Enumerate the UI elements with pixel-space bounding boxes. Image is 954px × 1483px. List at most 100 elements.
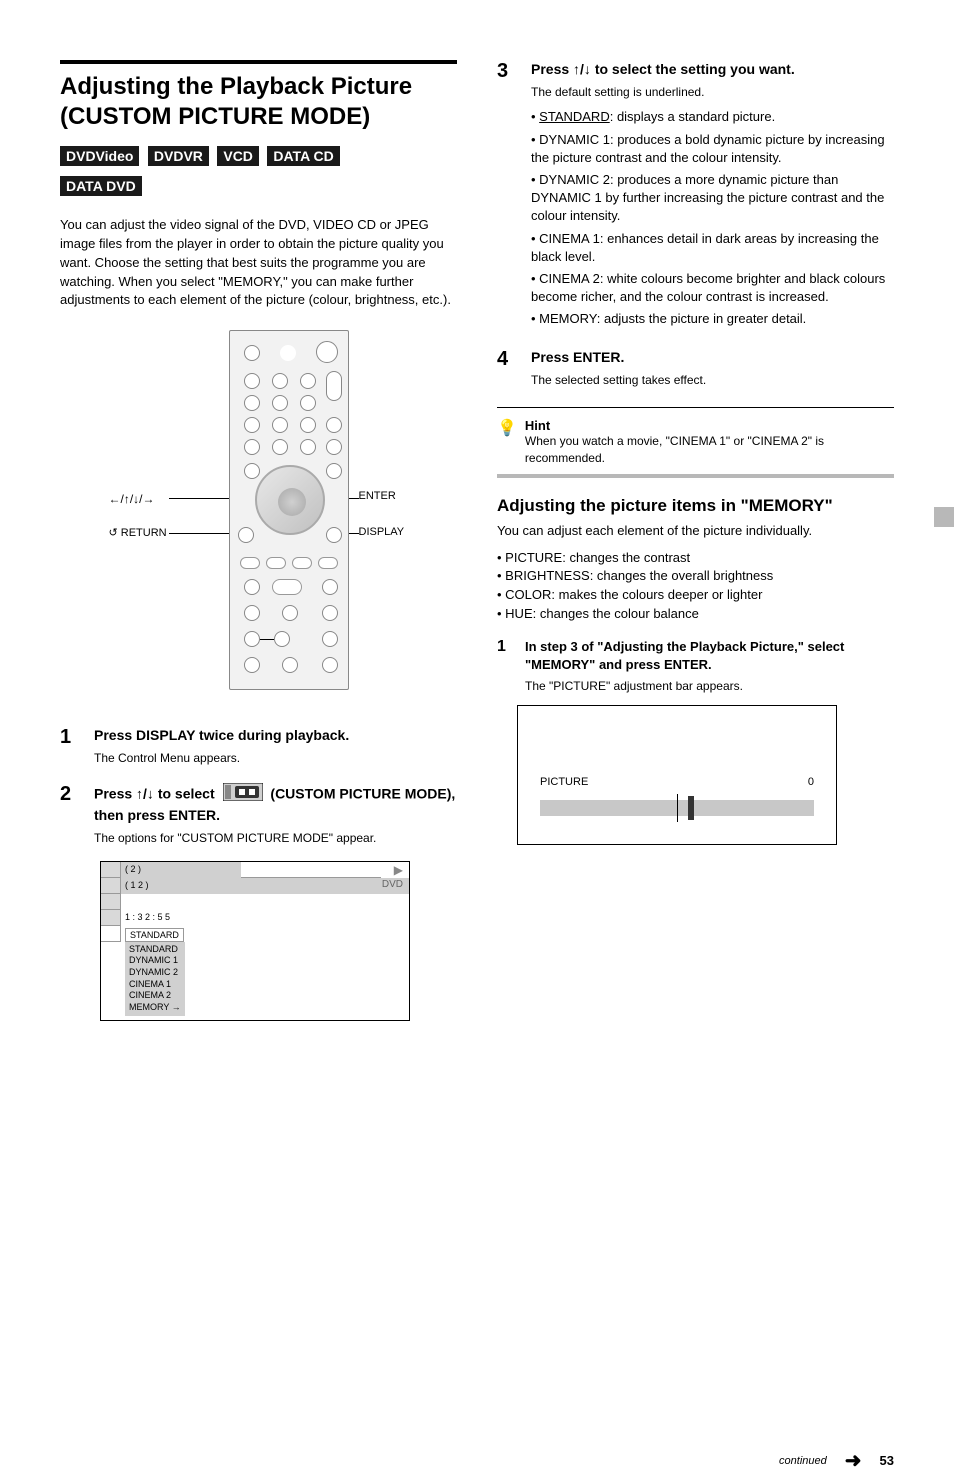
- menu-play-icon: ▶: [394, 863, 403, 877]
- divider: [497, 407, 894, 408]
- bar-marker: [688, 796, 694, 820]
- remote-btn: [322, 657, 338, 673]
- bullet-desc: : displays a standard picture.: [610, 109, 775, 124]
- adjustment-bar-figure: PICTURE 0: [517, 705, 837, 845]
- control-menu-figure: ▶ DVD ( 2 ) ( 1 2 ) 1 : 3 2 : 5 5 STANDA…: [100, 861, 410, 1021]
- menu-icon-cell: [101, 926, 121, 942]
- bullet-item: • MEMORY: adjusts the picture in greater…: [531, 310, 894, 328]
- remote-btn: [244, 631, 260, 647]
- step-1-text: Press DISPLAY twice during playback.: [94, 727, 349, 743]
- memory-step-1-content: In step 3 of "Adjusting the Playback Pic…: [525, 638, 894, 695]
- remote-btn: [244, 439, 260, 455]
- arrows-label: ←/↑/↓/→: [109, 492, 155, 506]
- page-number: 53: [880, 1453, 894, 1468]
- remote-num-3: [300, 373, 316, 389]
- remote-btn: [322, 631, 338, 647]
- label-datadvd: DATA DVD: [60, 176, 142, 196]
- adjust-item: • HUE: changes the colour balance: [497, 605, 894, 624]
- adjust-name: COLOR: [505, 587, 551, 602]
- side-tab-marker: [934, 507, 954, 527]
- remote-volume: [326, 371, 342, 401]
- step-4-content: Press ENTER. The selected setting takes …: [531, 348, 894, 388]
- adjust-desc: : changes the colour balance: [533, 606, 699, 621]
- remote-line: [260, 639, 274, 640]
- label-dvdvr: DVDVR: [148, 146, 209, 166]
- bullet-name: DYNAMIC 1: [539, 132, 610, 147]
- menu-row-1-right: [241, 862, 381, 878]
- return-label: ↺ RETURN: [109, 526, 167, 539]
- menu-option: DYNAMIC 2: [129, 967, 181, 979]
- section-heading: Adjusting the Playback Picture (CUSTOM P…: [60, 60, 457, 132]
- menu-options-list: STANDARD DYNAMIC 1 DYNAMIC 2 CINEMA 1 CI…: [125, 942, 185, 1016]
- menu-dvd-badge: DVD: [382, 879, 403, 890]
- hint-body: Hint When you watch a movie, "CINEMA 1" …: [525, 418, 894, 467]
- adjust-heading: Adjusting the picture items in "MEMORY": [497, 496, 894, 516]
- bullet-item: • STANDARD: displays a standard picture.: [531, 108, 894, 126]
- hint-label: Hint: [525, 418, 894, 433]
- menu-icon-cell: [101, 910, 121, 926]
- step-2-note: The options for "CUSTOM PICTURE MODE" ap…: [94, 830, 457, 847]
- memory-step-1-number: 1: [497, 638, 515, 695]
- remote-power-icon: [316, 341, 338, 363]
- remote-rew-icon: [266, 557, 286, 569]
- remote-prev-icon: [240, 557, 260, 569]
- menu-option: MEMORY →: [129, 1002, 181, 1014]
- display-label: DISPLAY: [359, 526, 405, 538]
- menu-icon-cell: [101, 862, 121, 878]
- adjust-item: • COLOR: makes the colours deeper or lig…: [497, 586, 894, 605]
- remote-nav-ring: [255, 465, 325, 535]
- remote-num-6: [300, 395, 316, 411]
- adjust-item: • BRIGHTNESS: changes the overall bright…: [497, 567, 894, 586]
- bullet-desc: : adjusts the picture in greater detail.: [597, 311, 807, 326]
- remote-btn: [282, 657, 298, 673]
- remote-num-8: [272, 417, 288, 433]
- remote-btn: [322, 579, 338, 595]
- menu-icon-cell: [101, 878, 121, 894]
- remote-illustration: ←/↑/↓/→ ↺ RETURN DISPLAY ENTER: [109, 330, 409, 690]
- remote-btn: [326, 439, 342, 455]
- step-2: 2 Press ↑/↓ to select (CUSTOM PICTURE MO…: [60, 783, 457, 847]
- continued-text: continued: [779, 1455, 827, 1467]
- remote-btn: [244, 657, 260, 673]
- remote-body: [229, 330, 349, 690]
- remote-num-7: [244, 417, 260, 433]
- step-3-content: Press ↑/↓ to select the setting you want…: [531, 60, 894, 332]
- grey-divider: [497, 474, 894, 478]
- continued-arrow-icon: ➜: [845, 1448, 862, 1473]
- remote-enter-btn: [278, 488, 306, 516]
- left-column: Adjusting the Playback Picture (CUSTOM P…: [60, 60, 457, 1021]
- remote-btn: [244, 579, 260, 595]
- memory-step-1-note: The "PICTURE" adjustment bar appears.: [525, 678, 894, 695]
- memory-step-1: 1 In step 3 of "Adjusting the Playback P…: [497, 638, 894, 695]
- enter-label: ENTER: [359, 490, 396, 502]
- menu-row-label: ( 2 ): [125, 864, 141, 874]
- adjust-name: BRIGHTNESS: [505, 568, 590, 583]
- leader-line: [169, 498, 229, 499]
- adjustment-bar: [540, 800, 814, 816]
- adjust-desc: : changes the overall brightness: [590, 568, 774, 583]
- menu-option: CINEMA 2: [129, 990, 181, 1002]
- remote-btn: [274, 631, 290, 647]
- hint-text: When you watch a movie, "CINEMA 1" or "C…: [525, 433, 894, 467]
- remote-btn: [244, 605, 260, 621]
- menu-option: DYNAMIC 1: [129, 955, 181, 967]
- bar-value: 0: [808, 776, 814, 788]
- remote-num-5: [272, 395, 288, 411]
- bullet-item: • DYNAMIC 1: produces a bold dynamic pic…: [531, 131, 894, 167]
- label-vcd: VCD: [217, 146, 259, 166]
- adjust-intro: You can adjust each element of the pictu…: [497, 522, 894, 540]
- bullet-name: STANDARD: [539, 109, 610, 124]
- step-1-note: The Control Menu appears.: [94, 750, 457, 767]
- remote-fwd-icon: [292, 557, 312, 569]
- bullet-name: DYNAMIC 2: [539, 172, 610, 187]
- adjust-name: PICTURE: [505, 550, 562, 565]
- remote-num-0: [272, 439, 288, 455]
- menu-option: CINEMA 1: [129, 979, 181, 991]
- menu-icon-cell: [101, 894, 121, 910]
- remote-num-2: [272, 373, 288, 389]
- step-4-note: The selected setting takes effect.: [531, 372, 894, 389]
- step-3-default-note: The default setting is underlined.: [531, 84, 894, 101]
- step-4-text: Press ENTER.: [531, 349, 624, 365]
- adjust-items-list: • PICTURE: changes the contrast • BRIGHT…: [497, 549, 894, 624]
- adjust-desc: : changes the contrast: [562, 550, 690, 565]
